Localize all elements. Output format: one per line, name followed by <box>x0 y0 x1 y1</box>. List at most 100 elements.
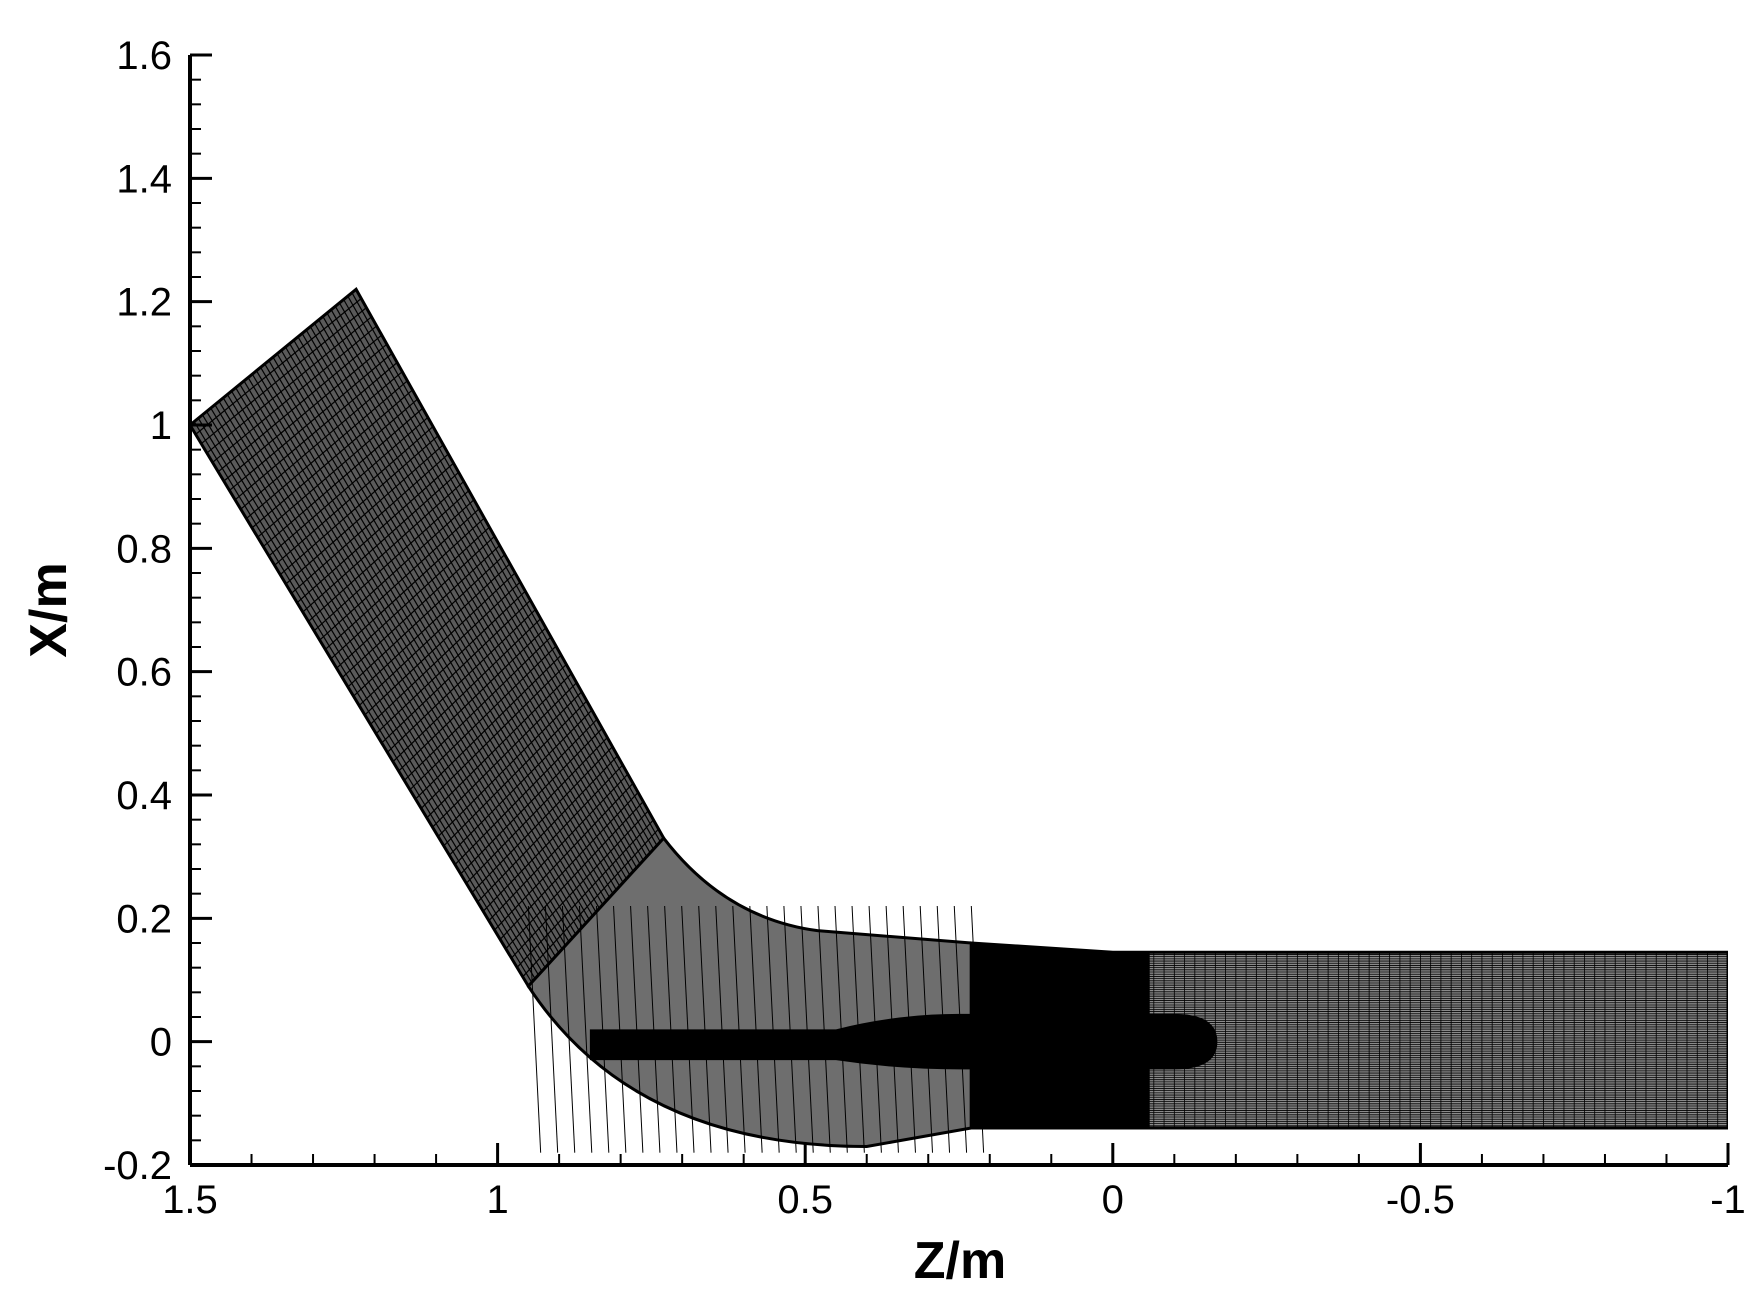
mesh-line <box>403 636 552 781</box>
mesh-domain <box>190 287 1728 1153</box>
mesh-line <box>766 905 780 1153</box>
mesh-line <box>817 905 831 1153</box>
mesh-line <box>494 782 634 931</box>
tick-labels: 1.6 1.4 1.2 1 0.8 0.6 0.4 0.2 0 -0.21.5 1 0.5 0 -0.5 -… <box>103 34 1746 1222</box>
mesh-line <box>426 673 572 819</box>
mesh-line <box>212 325 377 463</box>
mesh-line <box>516 819 654 968</box>
mesh-line <box>358 563 511 707</box>
mesh-line <box>522 828 660 978</box>
mesh-line <box>229 352 393 491</box>
mesh-line <box>386 609 536 753</box>
mesh-line <box>613 905 627 1153</box>
mesh-line <box>302 471 460 613</box>
x-tick-label: -0.5 <box>1386 1178 1455 1222</box>
mesh-line <box>313 490 470 632</box>
centerbody <box>589 1013 1218 1070</box>
mesh-line <box>800 905 814 1153</box>
mesh-line <box>477 755 618 903</box>
mesh-line <box>324 508 480 650</box>
mesh-line <box>409 645 557 791</box>
mesh-line <box>499 792 639 940</box>
y-tick-label: 0.4 <box>116 774 172 818</box>
y-tick-label: 0 <box>150 1021 172 1065</box>
mesh-line <box>443 700 588 847</box>
x-tick-label: 1 <box>486 1178 508 1222</box>
mesh-line <box>246 380 408 519</box>
mesh-line <box>488 773 629 922</box>
mesh-line <box>285 444 444 585</box>
mesh-line <box>353 554 506 697</box>
mesh-line <box>217 334 383 473</box>
mesh-line <box>251 389 413 529</box>
axes <box>188 53 1730 1167</box>
mesh-line <box>647 905 661 1153</box>
mesh-line <box>544 905 559 1153</box>
y-tick-label: 1.6 <box>116 34 172 78</box>
mesh-line <box>578 905 593 1153</box>
mesh-line <box>715 905 729 1153</box>
mesh-line <box>511 810 649 959</box>
mesh-line <box>482 764 624 912</box>
y-tick-label: 0.2 <box>116 897 172 941</box>
mesh-line <box>190 288 357 426</box>
mesh-line <box>274 426 434 566</box>
mesh-line <box>505 801 644 950</box>
y-tick-label: 0.8 <box>116 527 172 571</box>
mesh-line <box>415 654 562 800</box>
mesh-line <box>308 480 465 622</box>
mesh-line <box>437 691 583 837</box>
mesh-line <box>370 581 521 725</box>
mesh-line <box>448 709 593 856</box>
mesh-line <box>291 453 449 594</box>
mesh-line <box>200 307 367 445</box>
mesh-line <box>319 499 475 641</box>
mesh-line <box>561 905 576 1153</box>
mesh-line <box>347 545 501 688</box>
mesh-line <box>257 398 419 538</box>
x-tick-label: 0.5 <box>777 1178 833 1222</box>
mesh-line <box>234 362 398 501</box>
mesh-line <box>698 905 712 1153</box>
mesh-line <box>336 526 490 669</box>
mesh-line <box>279 435 439 576</box>
y-tick-label: 1 <box>150 404 172 448</box>
y-axis-title: X/m <box>20 562 78 657</box>
mesh-line <box>240 371 403 510</box>
y-tick-label: 1.4 <box>116 157 172 201</box>
mesh-line <box>392 618 542 763</box>
mesh-line <box>460 727 603 875</box>
x-tick-label: -1 <box>1710 1178 1746 1222</box>
y-tick-label: -0.2 <box>103 1144 172 1188</box>
y-tick-label: 0.6 <box>116 651 172 695</box>
mesh-line <box>471 746 613 894</box>
mesh-line <box>732 905 746 1153</box>
x-tick-label: 1.5 <box>162 1178 218 1222</box>
mesh-line <box>195 298 362 435</box>
mesh-line <box>454 718 598 865</box>
mesh-line <box>398 627 547 772</box>
mesh-line <box>630 905 644 1153</box>
mesh-line <box>364 572 516 716</box>
mesh-line <box>381 599 531 744</box>
mesh-line <box>296 462 454 604</box>
mesh-line <box>330 517 485 660</box>
mesh-line <box>341 535 495 678</box>
mesh-line <box>681 905 695 1153</box>
mesh-line <box>206 316 372 454</box>
mesh-line <box>527 905 542 1153</box>
mesh-line <box>268 416 429 557</box>
mesh-line <box>465 737 608 884</box>
mesh-line <box>749 905 763 1153</box>
mesh-line <box>432 682 577 828</box>
mesh-line <box>596 905 610 1153</box>
mesh-line <box>262 407 424 548</box>
mesh-line <box>783 905 797 1153</box>
x-axis-title: Z/m <box>914 1232 1006 1290</box>
x-tick-label: 0 <box>1102 1178 1124 1222</box>
y-tick-label: 1.2 <box>116 281 172 325</box>
mesh-line <box>664 905 678 1153</box>
mesh-line <box>223 343 388 482</box>
mesh-line <box>375 590 526 735</box>
